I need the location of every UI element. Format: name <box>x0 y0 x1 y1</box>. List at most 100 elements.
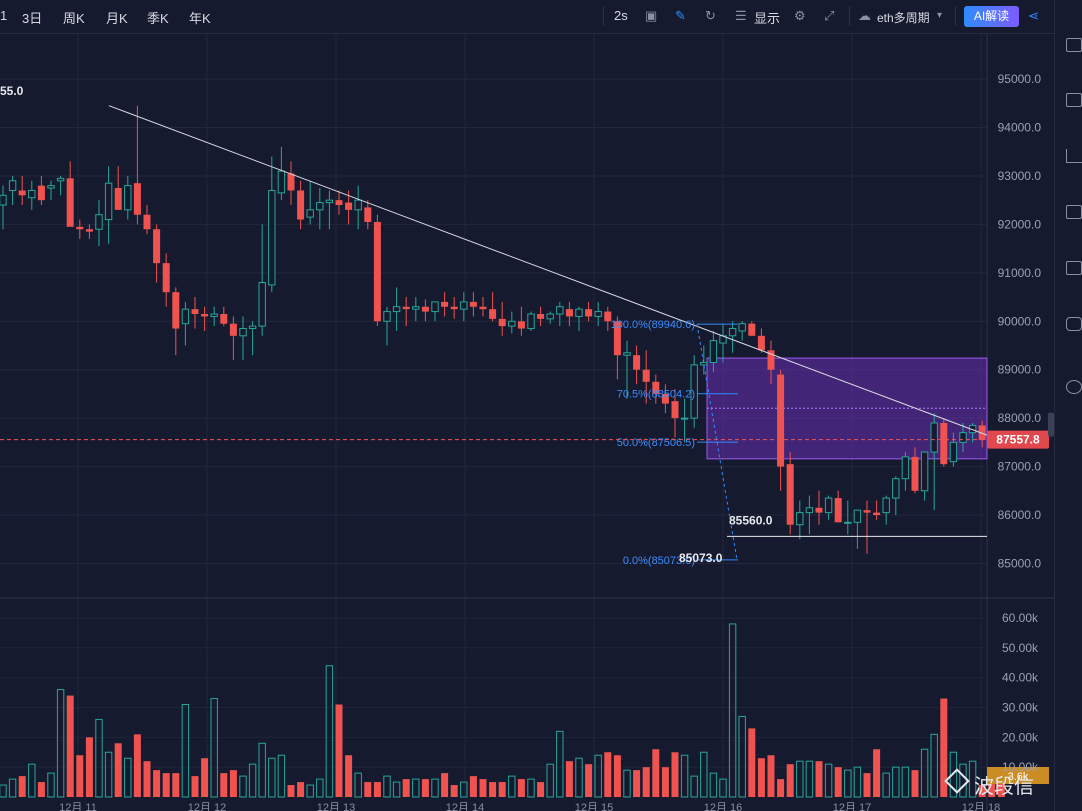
volume-bar <box>431 778 439 798</box>
bar-chart-icon[interactable] <box>1066 149 1082 163</box>
volume-tick-label: 20.00k <box>1002 730 1039 744</box>
candle-body <box>642 369 650 382</box>
candle-body <box>402 306 410 310</box>
candle-body <box>297 190 305 220</box>
candle-body <box>978 425 986 440</box>
volume-bar <box>738 715 746 798</box>
volume-bar <box>489 782 497 797</box>
period-quarter[interactable]: 季K <box>147 11 169 26</box>
candle-body <box>556 306 564 315</box>
volume-bar <box>364 782 372 797</box>
current-price-tag <box>987 430 1049 449</box>
rotate-icon[interactable]: ↻ <box>705 8 716 23</box>
volume-bar <box>37 782 45 797</box>
candle-body <box>335 200 343 206</box>
candle-body <box>460 301 468 310</box>
volume-bar <box>354 772 362 798</box>
swing-low-label: 85560.0 <box>729 513 773 527</box>
candle-body <box>85 229 93 232</box>
candle-body <box>805 507 814 514</box>
period-year[interactable]: 年K <box>189 11 211 26</box>
refresh-interval[interactable]: 2s <box>614 8 628 23</box>
cloud-icon[interactable]: ☁ <box>858 8 871 23</box>
volume-bar <box>85 737 93 797</box>
volume-bar <box>297 782 305 797</box>
candle-body <box>114 188 122 210</box>
volume-bar <box>153 770 161 797</box>
list-icon[interactable]: ☰ <box>735 8 747 23</box>
candle-body <box>56 177 65 182</box>
volume-bar <box>824 763 833 798</box>
volume-bar <box>565 761 573 797</box>
volume-bar <box>0 784 7 798</box>
volume-bar <box>287 785 295 797</box>
fullscreen-icon[interactable]: ⤢ <box>824 8 835 23</box>
share-icon[interactable]: ⋖ <box>1028 8 1039 23</box>
monitor-icon[interactable] <box>1066 205 1082 219</box>
display-button[interactable]: 显示 <box>754 11 781 26</box>
volume-tag <box>987 767 1049 784</box>
date-tick-label: 12月 14 <box>446 802 485 811</box>
volume-bar <box>373 782 381 797</box>
price-tick-label: 88000.0 <box>998 411 1042 425</box>
candle-body <box>968 424 977 434</box>
candle-body <box>853 509 862 523</box>
volume-bar <box>345 755 353 797</box>
candle-body <box>210 313 218 317</box>
volume-bar <box>709 772 718 798</box>
volume-bar <box>325 665 334 798</box>
volume-bar <box>258 742 266 798</box>
candle-body <box>287 173 295 191</box>
volume-bar <box>277 754 286 798</box>
draw-icon[interactable]: ✎ <box>675 8 686 23</box>
volume-bar <box>421 779 429 797</box>
volume-bar <box>844 769 852 798</box>
volume-bar <box>441 773 449 797</box>
candle-body <box>920 451 929 492</box>
price-tick-label: 86000.0 <box>998 508 1042 522</box>
period-month[interactable]: 月K <box>106 11 128 26</box>
period-week[interactable]: 周K <box>63 11 85 26</box>
candle-body <box>623 352 631 356</box>
fib-diagonal <box>696 324 738 561</box>
volume-tick-label: 10.00k <box>1002 760 1039 774</box>
volume-bar <box>757 758 765 797</box>
volume-bar <box>642 767 650 797</box>
volume-bar <box>229 770 237 797</box>
period-3d[interactable]: 3日 <box>22 11 43 26</box>
chevron-down-icon[interactable]: ▾ <box>937 10 943 21</box>
candlestick-chart[interactable]: 100.0%(89940.0) 70.5%(88504.2) 50.0%(87506… <box>0 33 1054 811</box>
candle-body <box>124 185 132 211</box>
indicator-selector[interactable]: eth多周期 <box>877 11 930 25</box>
volume-bar <box>949 751 958 798</box>
price-tick-label: 92000.0 <box>998 217 1042 231</box>
candle-body <box>354 199 362 211</box>
volume-bar <box>680 754 689 798</box>
candle-body <box>373 221 381 322</box>
ai-interpret-button[interactable]: AI解读 <box>964 6 1019 27</box>
candle-body <box>248 325 257 330</box>
candle-body <box>268 189 276 286</box>
volume-bar <box>306 784 314 798</box>
volume-bar <box>517 779 525 797</box>
image-icon[interactable] <box>1066 93 1082 107</box>
candle-body <box>8 180 17 191</box>
candle-body <box>412 306 420 310</box>
price-tick-label: 89000.0 <box>998 363 1042 377</box>
volume-bar <box>316 778 324 798</box>
camera-icon[interactable]: ▣ <box>645 8 658 23</box>
period-1[interactable]: 1 <box>0 8 8 23</box>
robot-icon[interactable] <box>1066 317 1082 331</box>
candle-body <box>652 381 660 394</box>
gear-icon[interactable]: ⚙ <box>794 8 806 23</box>
exchange-icon[interactable] <box>1066 380 1082 394</box>
etf-icon[interactable] <box>1066 261 1082 275</box>
volume-bar <box>920 748 929 798</box>
document-icon[interactable] <box>1066 38 1082 52</box>
volume-bar <box>805 760 814 798</box>
candle-body <box>517 321 525 329</box>
volume-bar <box>815 761 823 797</box>
candle-body <box>748 323 756 336</box>
volume-bar <box>777 779 785 797</box>
candle-body <box>450 306 458 310</box>
